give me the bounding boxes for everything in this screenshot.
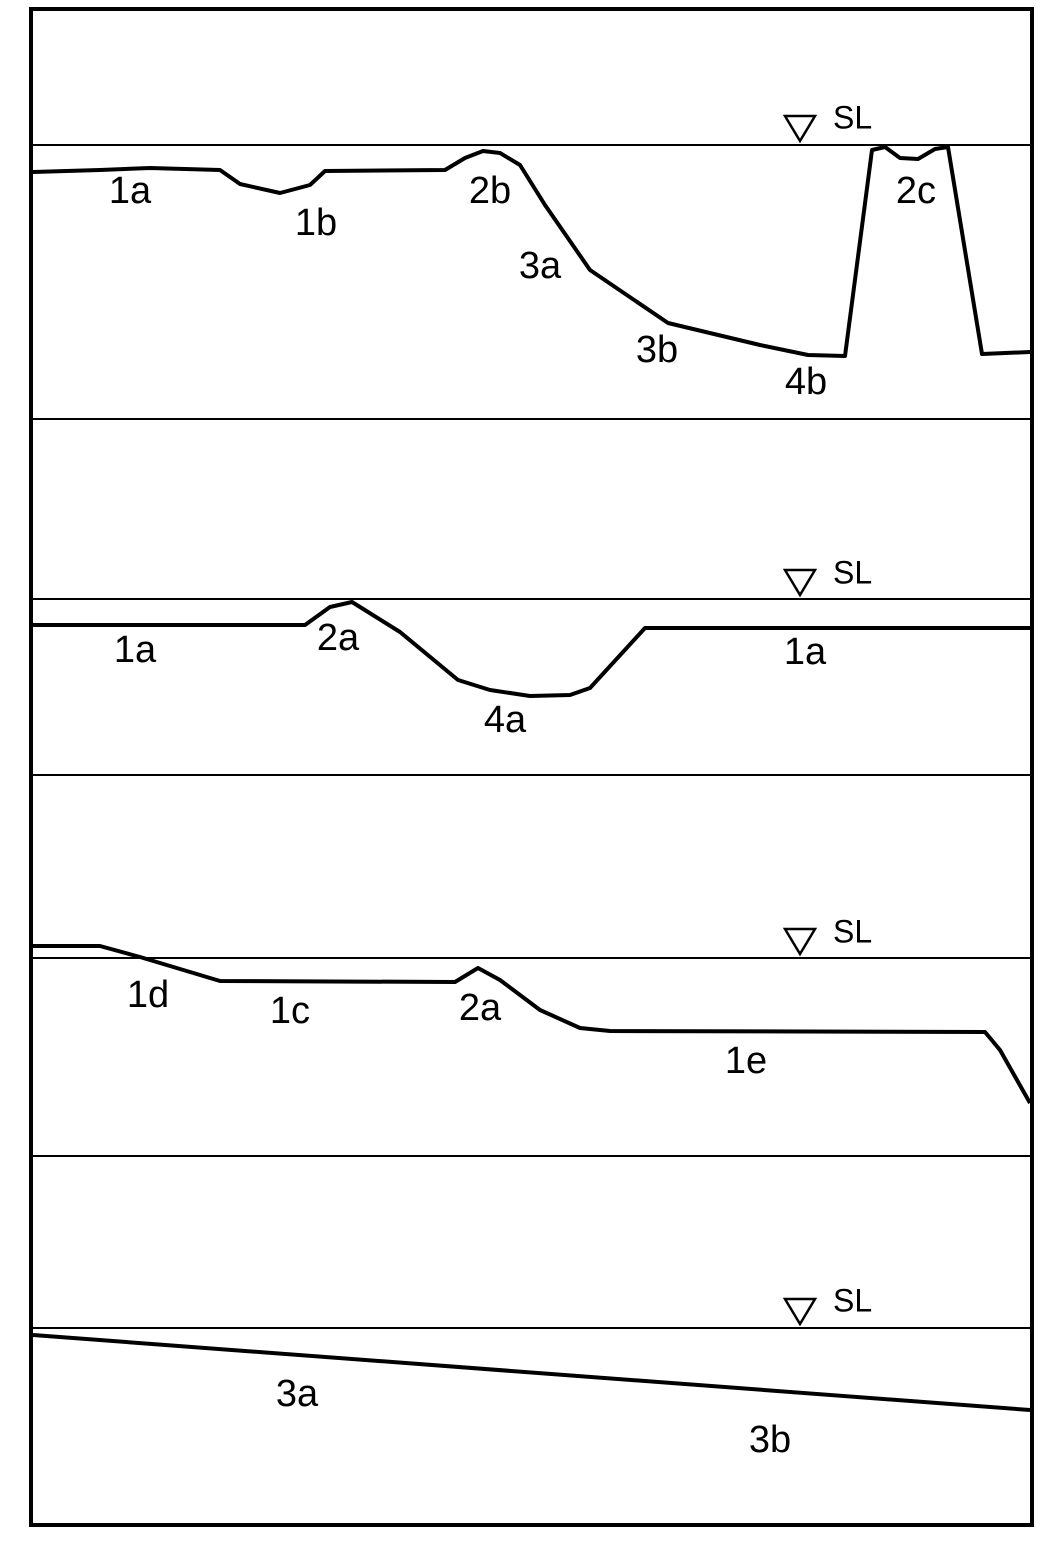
sea-level-label: SL: [833, 554, 872, 590]
panel: SL 1a 2a 4a 1a: [31, 554, 1032, 741]
unit-label: 3b: [636, 329, 678, 371]
profile: [32, 1333, 1031, 1412]
unit-label: 3a: [276, 1373, 319, 1415]
sea-level-label: SL: [833, 1282, 872, 1318]
sea-level-marker: [782, 1297, 818, 1327]
sea-level-marker: [782, 568, 818, 598]
unit-label: 3b: [749, 1419, 791, 1461]
sea-level-marker: [782, 114, 818, 144]
unit-label: 4b: [785, 361, 827, 403]
unit-label: 1a: [114, 629, 157, 671]
profile: [33, 944, 1032, 1104]
unit-label: 4a: [484, 699, 527, 741]
panel: SL 1d 1c 2a 1e: [31, 913, 1032, 1104]
unit-label: 2a: [317, 617, 360, 659]
unit-label: 1b: [295, 202, 337, 244]
profile: [33, 600, 1030, 698]
sea-level-label: SL: [833, 99, 872, 135]
sea-level-label: SL: [833, 913, 872, 949]
unit-label: 1d: [127, 974, 169, 1016]
frame: [29, 7, 1034, 1527]
panel: SL 1a 1b 2b 3a 3b 4b 2c: [31, 99, 1032, 403]
unit-label: 1a: [109, 170, 152, 212]
sea-level-marker: [782, 927, 818, 957]
unit-label: 1e: [725, 1040, 767, 1082]
unit-label: 2b: [469, 170, 511, 212]
unit-label: 1c: [270, 990, 310, 1032]
unit-label: 1a: [784, 631, 827, 673]
unit-label: 2c: [896, 170, 936, 212]
unit-label: 3a: [519, 245, 562, 287]
profile: [32, 145, 1031, 358]
panel: SL 3a 3b: [31, 1282, 1032, 1461]
unit-label: 2a: [459, 987, 502, 1029]
